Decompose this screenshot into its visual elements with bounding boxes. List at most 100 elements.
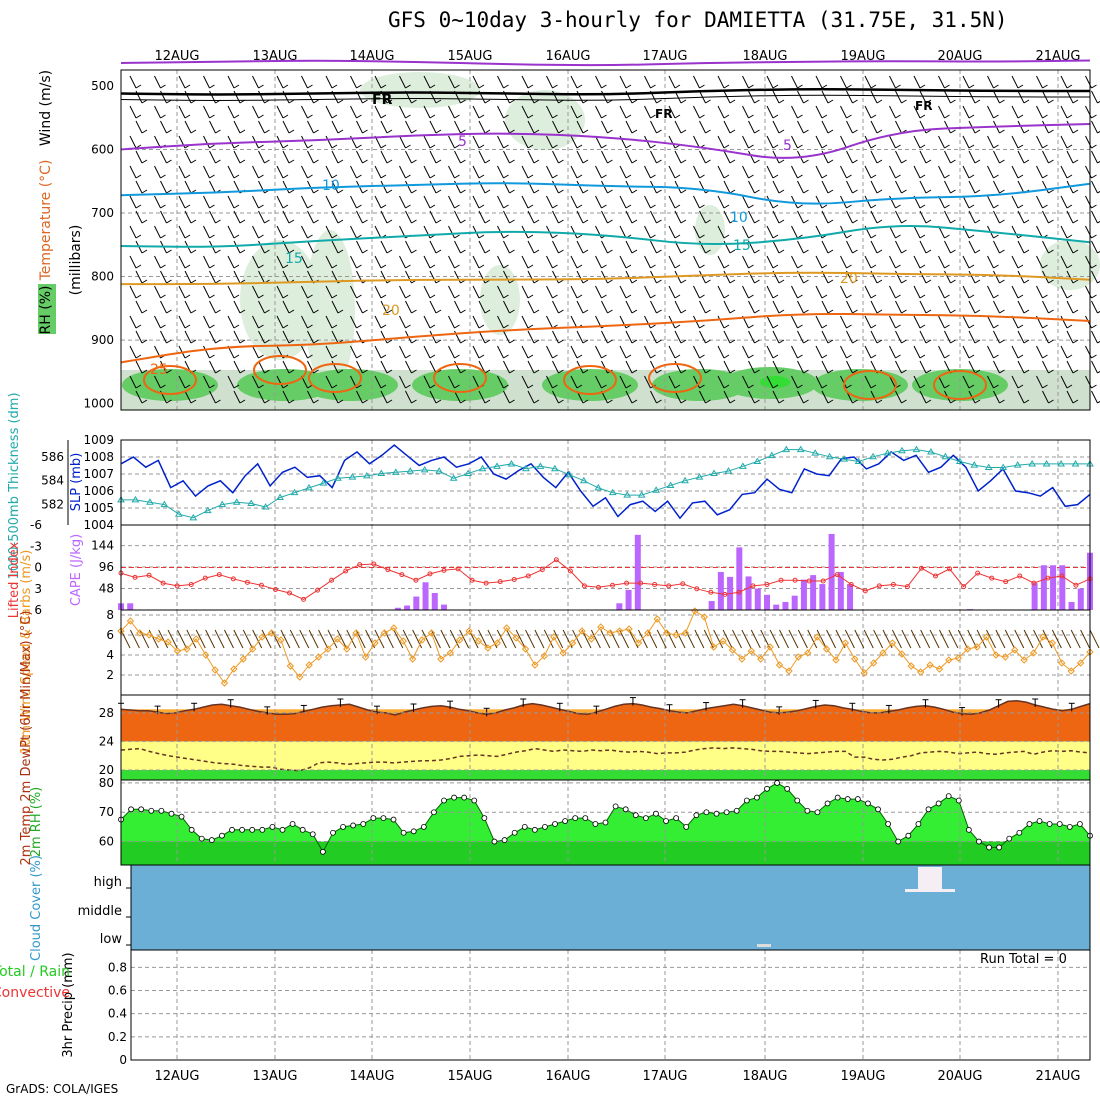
- wind10m-marker: [324, 645, 332, 653]
- wind-barb-flag: [699, 384, 705, 389]
- wind-barb-shaft: [178, 165, 186, 179]
- wind-barb: [282, 210, 295, 224]
- wind-barb: [276, 105, 289, 119]
- wind-barb-shaft: [987, 75, 994, 89]
- wind-barb: [184, 90, 197, 104]
- wind-barb-flag: [852, 369, 858, 374]
- cape-bar: [127, 603, 134, 610]
- wind-barb-shaft: [454, 120, 461, 134]
- wind-barb: [993, 360, 1005, 374]
- wind-barb-flag: [215, 219, 221, 224]
- wind-barb-shaft: [1011, 135, 1019, 149]
- wind-barb-flag: [870, 174, 877, 179]
- wind-barb-shaft: [135, 330, 143, 344]
- wind-barb: [129, 225, 142, 239]
- wind-barb-flag: [1023, 399, 1030, 404]
- wind-barb-shaft: [919, 330, 927, 344]
- wind-barb: [1042, 240, 1054, 254]
- wind10m-marker: [164, 638, 172, 646]
- wind-barb-shaft: [154, 315, 161, 329]
- wind-barb: [576, 90, 589, 104]
- rh-marker: [1077, 821, 1083, 827]
- wind-barb-flag: [1066, 204, 1073, 209]
- wind-barb-flag: [362, 399, 368, 404]
- wind-barb-flag: [435, 99, 442, 104]
- wind-barb-shaft: [674, 210, 682, 224]
- wind-barb: [472, 105, 485, 119]
- wind-barb-flag: [533, 369, 540, 374]
- wind-barb: [962, 75, 975, 89]
- wind-barb: [350, 105, 362, 119]
- wind-barb-shaft: [919, 150, 927, 164]
- wind-barb: [209, 270, 221, 284]
- wind-barb: [1085, 75, 1097, 89]
- wind-barb-flag: [723, 84, 730, 89]
- wind10m-marker: [484, 644, 492, 652]
- wind-barb-shaft: [601, 330, 608, 344]
- wind-barb-shaft: [552, 120, 559, 134]
- wind-barb: [301, 135, 313, 149]
- wind-barb-flag: [993, 204, 999, 209]
- wind-barb-flag: [509, 99, 515, 104]
- wind-barb-shaft: [650, 360, 657, 374]
- wind10m-barb: [449, 629, 460, 649]
- wind-barb-flag: [846, 294, 852, 299]
- rh-marker: [582, 815, 589, 822]
- wind-barb-flag: [454, 354, 460, 359]
- wind-barb-flag: [454, 84, 460, 89]
- wind-barb-flag: [141, 399, 148, 404]
- wind-barb-flag: [974, 219, 981, 224]
- wind-barb: [552, 120, 564, 134]
- wind-barb: [595, 195, 607, 209]
- wind-barb-flag: [729, 369, 736, 374]
- wind-barb: [840, 255, 852, 269]
- wind-barb: [968, 180, 981, 194]
- thickness-marker: [189, 513, 198, 521]
- wind-barb-flag: [803, 309, 809, 314]
- wind-barb-flag: [601, 264, 607, 269]
- wind-barb: [1036, 375, 1048, 389]
- cape-bar: [745, 576, 752, 610]
- wind-barb-shaft: [619, 105, 627, 119]
- wind-barb: [380, 180, 393, 194]
- wind-barb: [1066, 210, 1079, 224]
- wind-barb-flag: [1042, 174, 1048, 179]
- wind-barb-shaft: [203, 345, 210, 359]
- wind-barb-flag: [993, 384, 999, 389]
- thickness-marker: [912, 445, 921, 453]
- wind-barb: [1066, 360, 1079, 374]
- wind-barb-flag: [974, 279, 981, 284]
- wind-barb-flag: [827, 189, 834, 194]
- wind-barb-shaft: [1017, 330, 1025, 344]
- wind-barb: [962, 375, 975, 389]
- wind-barb-shaft: [772, 180, 780, 194]
- wind-barb-flag: [435, 339, 442, 344]
- wind-barb: [674, 150, 687, 164]
- wind-barb-shaft: [1042, 210, 1049, 224]
- wind-barb: [742, 345, 754, 359]
- wind-barb-flag: [925, 249, 932, 254]
- wind-barb-shaft: [233, 390, 241, 404]
- wind-barb-shaft: [601, 150, 608, 164]
- wind-barb-flag: [331, 174, 338, 179]
- isotherm-line: [120, 182, 1091, 205]
- wind-barb-shaft: [889, 165, 896, 179]
- wind-barb-flag: [160, 234, 166, 239]
- wind-barb-flag: [576, 354, 583, 359]
- wind-barb-flag: [601, 144, 607, 149]
- rh-marker: [511, 829, 518, 836]
- wind-barb-flag: [925, 159, 932, 164]
- wind-barb-shaft: [570, 225, 578, 239]
- rh-marker: [965, 826, 972, 833]
- wind-barb: [405, 150, 417, 164]
- rh-marker: [703, 809, 710, 816]
- wind-barb-flag: [307, 324, 313, 329]
- wind-barb-shaft: [723, 120, 731, 134]
- wind-barb-flag: [190, 339, 197, 344]
- thickness-marker: [377, 469, 386, 477]
- wind10m-marker: [145, 631, 153, 639]
- wind-barb-flag: [1066, 324, 1073, 329]
- wind-barb-shaft: [252, 315, 259, 329]
- wind-barb-flag: [674, 324, 681, 329]
- wind-barb: [307, 150, 319, 164]
